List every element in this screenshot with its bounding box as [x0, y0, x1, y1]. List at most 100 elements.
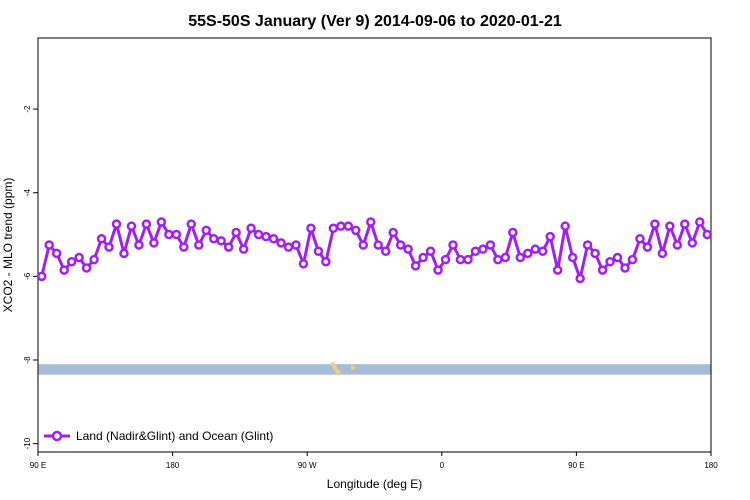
land-mark	[330, 361, 335, 367]
data-point	[291, 240, 301, 250]
land-marks-layer	[330, 361, 356, 376]
legend-marker-icon	[51, 430, 63, 442]
data-point	[336, 221, 346, 231]
data-point	[179, 242, 189, 252]
data-point	[149, 238, 159, 248]
data-point	[59, 265, 69, 275]
data-point	[478, 244, 488, 254]
data-point	[672, 240, 683, 250]
data-point	[373, 240, 383, 250]
data-point	[418, 252, 428, 263]
data-point	[36, 271, 47, 282]
data-point	[306, 223, 316, 234]
y-tick-label: -8	[23, 356, 32, 364]
x-tick-label: 0	[440, 461, 445, 470]
data-point	[358, 240, 369, 250]
x-axis: 90 E 180 90 W 0 90 E 180	[30, 452, 718, 470]
series-layer	[36, 217, 713, 284]
data-point	[463, 254, 473, 265]
data-point	[216, 236, 226, 246]
data-point	[448, 240, 458, 250]
data-point	[111, 219, 122, 229]
data-point	[395, 240, 406, 250]
data-point	[268, 233, 279, 244]
data-point	[343, 221, 354, 231]
data-point	[612, 252, 623, 263]
data-point	[530, 244, 541, 254]
x-tick-label: 90 E	[568, 461, 584, 470]
data-point	[680, 219, 690, 229]
x-tick-label: 180	[704, 461, 718, 470]
data-point	[657, 248, 668, 259]
data-point	[515, 252, 526, 263]
data-point	[605, 256, 615, 267]
legend: Land (Nadir&Glint) and Ocean (Glint)	[44, 429, 273, 443]
data-point	[223, 242, 234, 252]
data-point	[313, 246, 324, 257]
data-point	[74, 252, 84, 263]
data-point	[51, 248, 62, 259]
data-point	[433, 265, 443, 275]
y-axis: -2 -4 -6 -8 -10	[23, 105, 38, 449]
data-point	[470, 246, 481, 257]
data-point	[687, 238, 698, 248]
data-point	[164, 229, 174, 240]
data-point	[283, 242, 294, 252]
data-point	[276, 238, 286, 248]
y-tick-label: -4	[23, 189, 32, 197]
data-point	[156, 217, 167, 227]
data-point	[253, 229, 264, 240]
data-point	[186, 219, 197, 229]
land-mark	[336, 371, 341, 376]
data-point	[351, 225, 361, 236]
data-point	[650, 219, 660, 229]
y-tick-label: -10	[23, 437, 32, 449]
data-point	[96, 233, 107, 244]
data-point	[261, 231, 271, 242]
data-point	[702, 229, 713, 240]
chart-title: 55S-50S January (Ver 9) 2014-09-06 to 20…	[188, 13, 562, 30]
data-point	[695, 217, 705, 227]
data-point	[545, 231, 555, 242]
data-point	[493, 254, 503, 265]
data-point	[388, 227, 398, 238]
data-point	[328, 223, 339, 234]
legend-entry-label: Land (Nadir&Glint) and Ocean (Glint)	[76, 429, 273, 443]
data-point	[665, 221, 675, 231]
data-point	[455, 254, 466, 265]
data-point	[635, 233, 645, 244]
data-point	[485, 240, 496, 250]
data-point	[246, 223, 256, 234]
data-point	[597, 265, 608, 275]
data-point	[380, 246, 391, 257]
data-point	[403, 244, 413, 254]
data-point	[104, 242, 114, 252]
data-point	[567, 252, 578, 263]
ocean-band-layer	[38, 364, 711, 375]
data-point	[575, 273, 585, 284]
data-point	[141, 219, 152, 229]
data-point	[134, 240, 144, 250]
data-point	[552, 265, 563, 275]
x-tick-label: 90 W	[298, 461, 317, 470]
data-point	[231, 227, 241, 238]
data-point	[81, 263, 92, 273]
data-point	[194, 240, 204, 250]
x-axis-label: Longitude (deg E)	[327, 477, 422, 491]
data-point	[590, 248, 600, 259]
data-point	[620, 263, 630, 273]
x-tick-label: 90 E	[30, 461, 46, 470]
y-axis-label: XCO2 - MLO trend (ppm)	[1, 178, 15, 313]
data-point	[89, 254, 99, 265]
ocean-band	[38, 364, 711, 375]
data-point	[66, 256, 77, 267]
plot-frame	[37, 37, 712, 453]
data-point	[410, 261, 421, 271]
data-point	[238, 244, 249, 254]
data-point	[523, 248, 533, 259]
data-point	[627, 254, 638, 265]
data-point	[425, 246, 436, 257]
data-point	[642, 242, 653, 252]
data-point	[298, 259, 309, 269]
